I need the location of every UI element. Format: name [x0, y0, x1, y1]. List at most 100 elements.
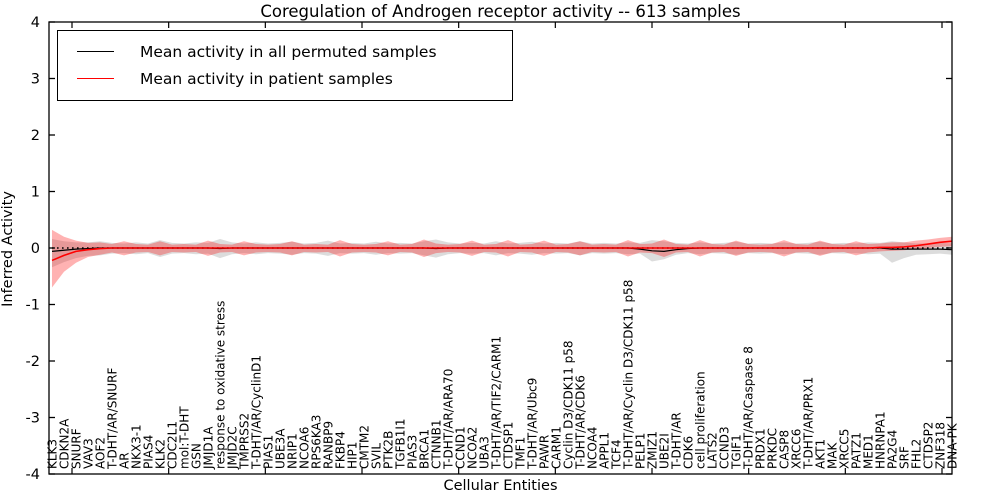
- x-category-label: CASP8: [778, 430, 792, 469]
- x-category-label: RANBP9: [322, 421, 336, 469]
- legend: Mean activity in all permuted samples Me…: [57, 30, 513, 101]
- x-category-label: PIAS3: [406, 435, 420, 469]
- y-tick-label: 4: [31, 15, 40, 31]
- x-category-label: FHL2: [910, 439, 924, 469]
- x-category-label: XRCC6: [790, 429, 804, 469]
- x-category-label: SRF: [898, 446, 912, 469]
- x-category-label: ZNF318: [934, 422, 948, 469]
- x-category-label: mol:T-DHT: [178, 406, 192, 469]
- x-category-label: HNRNPA1: [874, 411, 888, 469]
- x-category-label: HIP1: [346, 442, 360, 469]
- x-category-label: SVIL: [370, 443, 384, 469]
- series-lines: [51, 240, 953, 262]
- x-category-label: AOF2: [94, 437, 108, 469]
- x-category-label: UBE3A: [274, 428, 288, 469]
- x-category-label: KLK2: [154, 439, 168, 469]
- x-category-label: CTDSP1: [502, 422, 516, 469]
- x-category-label: CCND3: [718, 426, 732, 469]
- patient-band: [52, 229, 952, 288]
- x-category-label: CARM1: [550, 426, 564, 469]
- x-category-label: MED1: [862, 434, 876, 469]
- legend-label: Mean activity in patient samples: [140, 69, 393, 88]
- patient-line-sample: [77, 78, 114, 79]
- legend-label: Mean activity in all permuted samples: [140, 42, 437, 61]
- y-tick-label: -3: [26, 411, 40, 427]
- x-category-label: BRCA1: [418, 429, 432, 469]
- x-category-label: TMF1: [514, 437, 528, 470]
- x-category-label: T-DHT/AR/CyclinD1: [250, 355, 264, 470]
- x-category-label: T-DHT/AR/CDK6: [574, 375, 588, 470]
- x-category-label: CTDSP2: [922, 422, 936, 469]
- x-category-label: VAV3: [82, 438, 96, 469]
- x-category-label: PAWR: [538, 435, 552, 469]
- x-category-label: NKX3-1: [130, 424, 144, 469]
- x-category-label: TMPRSS2: [238, 413, 252, 470]
- x-category-label: CMTM2: [358, 425, 372, 469]
- x-category-label: TGIF1: [730, 434, 744, 470]
- y-tick-label: 1: [31, 185, 40, 201]
- x-category-label: cell proliferation: [694, 371, 708, 469]
- x-category-label: CCND1: [454, 426, 468, 469]
- x-category-label: MAK: [826, 441, 840, 469]
- y-tick-label: 2: [31, 128, 40, 144]
- x-category-label: AKT1: [814, 439, 828, 469]
- confidence-bands: [52, 229, 952, 288]
- x-category-label: PRKDC: [766, 428, 780, 469]
- x-category-label: PIAS1: [262, 435, 276, 469]
- x-category-label: FKBP4: [334, 431, 348, 469]
- x-category-label: T-DHT/AR/PRX1: [802, 377, 816, 470]
- x-category-label: T-DHT/AR/ARA70: [442, 369, 456, 470]
- x-category-label: T-DHT/AR/TIF2/CARM1: [490, 336, 504, 470]
- x-category-label: TGFB1I1: [394, 418, 408, 470]
- x-category-label: JMJD1A: [202, 426, 216, 470]
- y-tick-label: -2: [26, 354, 40, 370]
- x-category-label: NCOA6: [298, 427, 312, 469]
- x-category-label: LATS2: [706, 432, 720, 469]
- x-axis-label: Cellular Entities: [443, 478, 558, 494]
- x-category-label: NRIP1: [286, 433, 300, 469]
- x-category-label: CTNNB1: [430, 419, 444, 469]
- x-category-label: APPL1: [598, 432, 612, 469]
- y-tick-label: -1: [26, 298, 40, 314]
- x-category-label: PIAS4: [142, 435, 156, 469]
- x-category-label: CDK6: [682, 436, 696, 469]
- x-category-label: Cyclin D3/CDK11 p58: [562, 340, 576, 469]
- x-category-label: ZMIZ1: [646, 431, 660, 469]
- legend-item-permuted: Mean activity in all permuted samples: [58, 38, 512, 65]
- x-category-label: NCOA4: [586, 427, 600, 469]
- x-category-label: PATZ1: [850, 432, 864, 469]
- x-category-labels: KLK3CDKN2ASNURFVAV3AOF2T-DHT/AR/SNURFARN…: [46, 280, 960, 470]
- y-axis-ticks: 4 3 2 1 0 -1 -2 -3 -4: [26, 15, 952, 483]
- x-category-label: RPS6KA3: [310, 415, 324, 469]
- y-tick-label: -4: [26, 467, 40, 483]
- x-category-label: PTK2B: [382, 431, 396, 469]
- x-category-label: JMJD2C: [226, 426, 240, 470]
- permuted-line-sample: [77, 51, 114, 52]
- y-tick-label: 3: [31, 72, 40, 88]
- x-category-label: T-DHT/AR/SNURF: [106, 368, 120, 471]
- x-category-label: XRCC5: [838, 429, 852, 469]
- x-category-label: DNA-PK: [946, 422, 960, 469]
- y-tick-label: 0: [31, 241, 40, 257]
- x-category-label: T-DHT/AR/Cyclin D3/CDK11 p58: [622, 280, 636, 470]
- x-category-label: UBE2I: [658, 433, 672, 469]
- x-category-label: AR: [118, 452, 132, 469]
- x-category-label: TCF4: [610, 439, 624, 470]
- patient-mean-line: [51, 240, 953, 262]
- x-category-label: response to oxidative stress: [214, 301, 228, 469]
- legend-item-patient: Mean activity in patient samples: [58, 65, 512, 92]
- x-category-label: UBA3: [478, 436, 492, 469]
- x-category-label: GSN: [190, 443, 204, 469]
- x-category-label: T-DHT/AR/Ubc9: [526, 378, 540, 470]
- x-category-label: CDC2L1: [166, 421, 180, 469]
- x-category-label: PRDX1: [754, 428, 768, 469]
- x-category-label: NCOA2: [466, 427, 480, 469]
- chart-title: Coregulation of Androgen receptor activi…: [260, 2, 741, 21]
- x-category-label: PELP1: [634, 433, 648, 469]
- x-category-label: T-DHT/AR: [670, 412, 684, 470]
- x-axis-ticks: [71, 22, 943, 474]
- x-category-label: CDKN2A: [58, 418, 72, 469]
- x-category-label: KLK3: [46, 439, 60, 469]
